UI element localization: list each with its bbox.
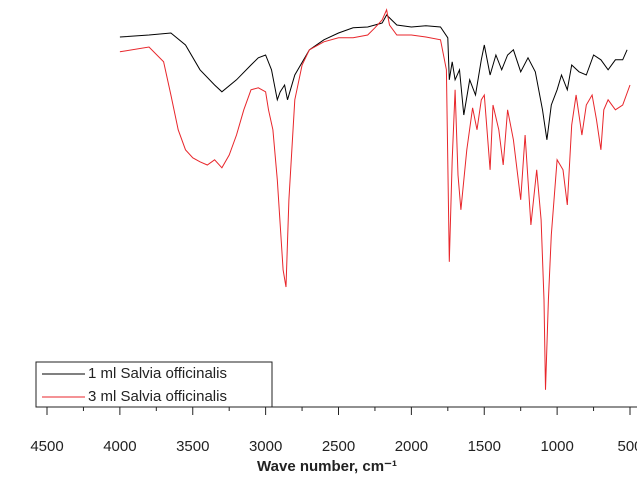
x-tick-label: 3500	[176, 438, 209, 455]
x-tick-label: 500	[617, 438, 637, 455]
spectrum-line	[119, 14, 628, 140]
x-axis-label: Wave number, cm⁻¹	[257, 458, 397, 475]
x-tick-label: 1500	[468, 438, 501, 455]
x-tick-label: 3000	[249, 438, 282, 455]
spectrum-line	[119, 8, 631, 390]
legend-box	[35, 361, 273, 408]
x-tick-label: 1000	[540, 438, 573, 455]
legend-label: 1 ml Salvia officinalis	[88, 365, 227, 382]
x-tick-label: 2000	[395, 438, 428, 455]
x-tick-label: 2500	[322, 438, 355, 455]
x-tick-label: 4500	[30, 438, 63, 455]
x-tick-label: 4000	[103, 438, 136, 455]
legend-label: 3 ml Salvia officinalis	[88, 388, 227, 405]
